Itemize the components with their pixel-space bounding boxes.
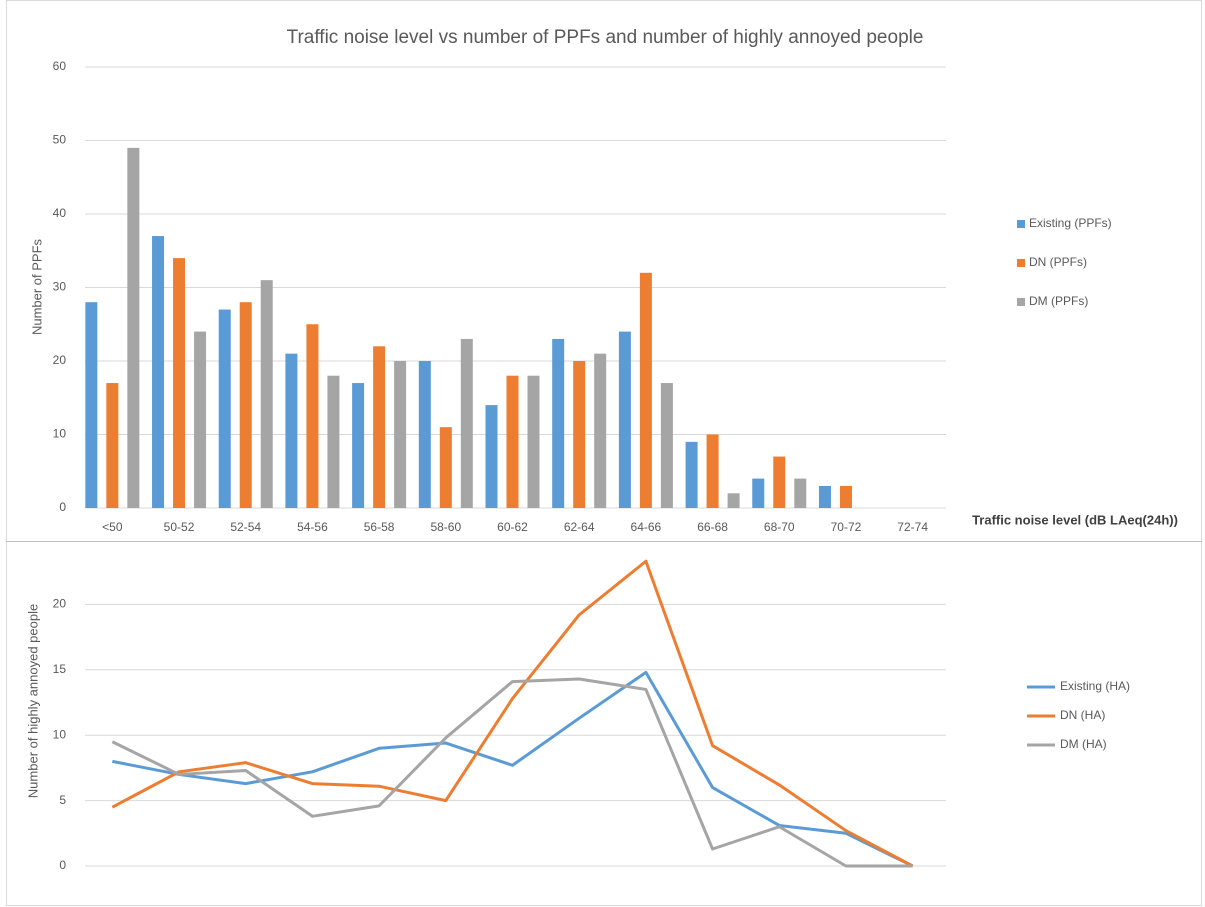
bar: [485, 405, 498, 508]
legend-label: DM (PPFs): [1029, 294, 1088, 308]
y-axis-label: Number of highly annoyed people: [25, 604, 40, 798]
chart-title: Traffic noise level vs number of PPFs an…: [287, 27, 924, 48]
y-tick-label: 0: [59, 500, 66, 514]
bar: [218, 309, 231, 508]
x-tick-label: 64-66: [631, 520, 662, 534]
bar: [706, 434, 719, 508]
bar: [352, 383, 365, 508]
bar: [506, 375, 519, 508]
legend-label: Existing (HA): [1060, 679, 1130, 693]
line: [111, 559, 914, 868]
x-tick-label: 72-74: [897, 520, 928, 534]
bar: [818, 485, 831, 508]
legend-swatch: [1017, 220, 1025, 228]
bar: [85, 302, 98, 508]
legend-label: Existing (PPFs): [1029, 216, 1112, 230]
legend-label: DN (HA): [1060, 708, 1105, 722]
y-tick-label: 15: [53, 662, 67, 676]
y-tick-label: 20: [53, 597, 67, 611]
line: [111, 677, 913, 868]
bar: [573, 361, 586, 508]
x-tick-label: 66-68: [697, 520, 728, 534]
y-tick-label: 20: [53, 353, 67, 367]
legend-swatch: [1017, 259, 1025, 267]
x-tick-label: 60-62: [497, 520, 528, 534]
y-tick-label: 50: [53, 133, 67, 147]
bar: [460, 338, 473, 508]
x-tick-label: 56-58: [364, 520, 395, 534]
bar: [594, 353, 607, 508]
bar: [127, 147, 140, 508]
y-tick-label: 60: [53, 59, 67, 73]
bar: [106, 383, 119, 508]
bar: [752, 478, 765, 508]
bar: [327, 375, 340, 508]
x-tick-label: 68-70: [764, 520, 795, 534]
y-tick-label: 10: [53, 427, 67, 441]
bar: [285, 353, 298, 508]
y-axis-label: Number of PPFs: [29, 238, 44, 335]
bar: [239, 302, 252, 508]
bar: [773, 456, 786, 508]
bar: [839, 485, 852, 508]
frame: [6, 0, 1202, 906]
y-tick-label: 30: [53, 280, 67, 294]
bar: [639, 272, 652, 508]
y-tick-label: 0: [59, 858, 66, 872]
x-tick-label: 54-56: [297, 520, 328, 534]
bar: [727, 493, 740, 508]
bar: [527, 375, 540, 508]
bar: [552, 338, 565, 508]
legend-swatch: [1017, 298, 1025, 306]
bar: [152, 236, 165, 509]
x-tick-label: 62-64: [564, 520, 595, 534]
x-tick-label: <50: [102, 520, 123, 534]
x-tick-label: 52-54: [230, 520, 261, 534]
x-tick-label: 50-52: [164, 520, 195, 534]
bar: [418, 361, 431, 508]
bar: [373, 346, 386, 508]
bar: [439, 427, 452, 508]
bar: [306, 324, 319, 508]
y-tick-label: 5: [59, 793, 66, 807]
bar: [260, 280, 273, 508]
bar: [173, 258, 186, 508]
line: [112, 670, 914, 868]
bar: [685, 441, 698, 508]
bar: [618, 331, 631, 508]
x-tick-label: 58-60: [430, 520, 461, 534]
bar: [194, 331, 207, 508]
x-axis-label: Traffic noise level (dB LAeq(24h)): [972, 512, 1178, 527]
x-tick-label: 70-72: [831, 520, 862, 534]
y-tick-label: 40: [53, 206, 67, 220]
bar: [394, 361, 407, 508]
bar: [794, 478, 807, 508]
bar: [660, 383, 673, 508]
legend-label: DM (HA): [1060, 737, 1107, 751]
y-tick-label: 10: [53, 727, 67, 741]
legend-label: DN (PPFs): [1029, 255, 1087, 269]
